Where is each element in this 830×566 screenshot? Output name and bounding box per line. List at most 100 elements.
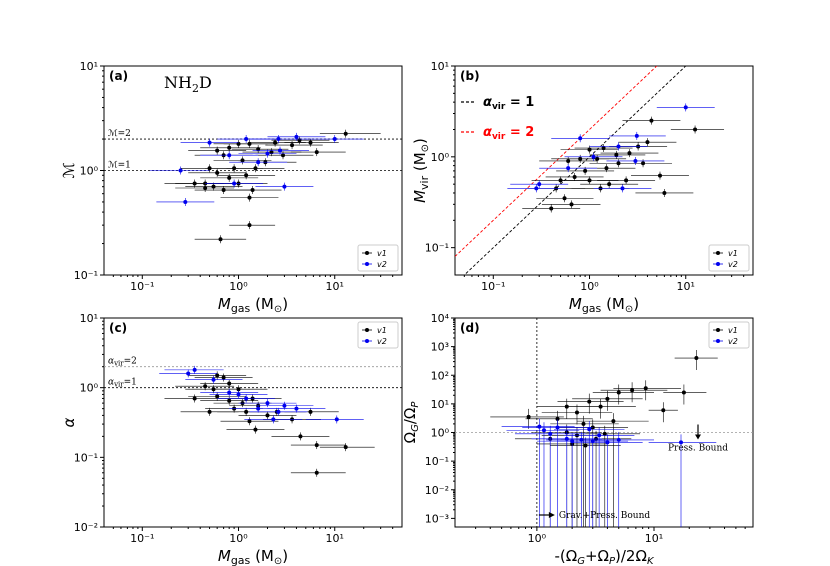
- data-point-v2: [282, 184, 287, 189]
- data-point-v1: [555, 416, 560, 421]
- data-point-v2: [232, 181, 237, 186]
- data-point-v1: [314, 470, 319, 475]
- y-tick-label: 10⁻¹: [74, 269, 98, 282]
- data-point-v1: [694, 356, 699, 361]
- data-point-v1: [269, 150, 274, 155]
- data-point-v1: [215, 148, 220, 153]
- data-point-v1: [607, 182, 612, 187]
- x-tick-label: 10⁰: [229, 532, 248, 545]
- y-axis-label-d: ΩG/ΩP: [401, 401, 421, 444]
- y-tick-label: 10²: [431, 369, 449, 382]
- data-point-v2: [244, 396, 249, 401]
- data-point-v1: [253, 166, 258, 171]
- data-point-v1: [308, 409, 313, 414]
- alpha-ref-label: αvir=1: [108, 378, 137, 389]
- data-point-v2: [537, 182, 542, 187]
- y-tick-label: 10³: [431, 341, 449, 354]
- data-point-v1: [308, 140, 313, 145]
- data-point-v1: [207, 166, 212, 171]
- x-axis-label-b: Mgas (M⊙): [569, 295, 639, 315]
- data-point-v2: [537, 424, 542, 429]
- data-point-v2: [534, 186, 539, 191]
- panel-label-d: (d): [460, 321, 480, 335]
- y-tick-label: 10¹: [431, 398, 449, 411]
- data-point-v1: [227, 398, 232, 403]
- legend-marker-v2: [365, 339, 369, 343]
- data-point-v1: [215, 373, 220, 378]
- data-point-v1: [583, 168, 588, 173]
- data-point-v1: [314, 443, 319, 448]
- y-tick-label: 10⁻²: [74, 521, 98, 534]
- y-tick-label: 10⁻¹: [74, 451, 98, 464]
- data-point-v1: [587, 147, 592, 152]
- panel-label-c: (c): [109, 321, 127, 335]
- y-tick-label: 10¹: [80, 312, 98, 325]
- data-point-v2: [271, 417, 276, 422]
- data-point-v2: [178, 168, 183, 173]
- data-point-v2: [605, 440, 610, 445]
- data-point-v1: [256, 147, 261, 152]
- data-point-v2: [265, 151, 270, 156]
- data-point-v1: [211, 184, 216, 189]
- data-point-v2: [256, 160, 261, 165]
- data-point-v1: [265, 413, 270, 418]
- data-point-v2: [183, 199, 188, 204]
- legend-label-v2: v2: [728, 260, 738, 269]
- panel-c: 10⁻¹ 10⁰ 10¹ 10⁻² 10⁻¹ 10⁰ 10¹ (c) αvir=2 αvir=1 v…: [60, 312, 403, 566]
- legend-label-v2: v2: [377, 337, 387, 346]
- data-point-v1: [203, 384, 208, 389]
- data-point-v2: [683, 105, 688, 110]
- data-point-v1: [630, 388, 635, 393]
- legend-label-v1: v1: [377, 249, 387, 258]
- data-point-v1: [526, 414, 531, 419]
- mach-ref-label: ℳ=2: [108, 129, 131, 139]
- data-point-v1: [693, 127, 698, 132]
- x-tick-label: 10⁰: [580, 280, 599, 293]
- data-point-v2: [578, 136, 583, 141]
- data-point-v1: [314, 150, 319, 155]
- data-point-v2: [236, 392, 241, 397]
- y-tick-label: 10⁻²: [425, 484, 449, 497]
- data-point-v1: [240, 158, 245, 163]
- x-axis-label-d: -(ΩG+ΩP)/2ΩK: [554, 547, 654, 566]
- data-point-v2: [633, 158, 638, 163]
- data-point-v1: [572, 174, 577, 179]
- grav-bound-label: Grav.+Press. Bound: [559, 511, 651, 521]
- data-point-v2: [294, 406, 299, 411]
- data-point-v2: [186, 371, 191, 376]
- x-axis-label-a: Mgas (M⊙): [218, 295, 288, 315]
- legend-marker-v1: [716, 328, 720, 332]
- panel-a: 10⁻¹ 10⁰ 10¹ 10⁻¹ 10⁰ 10¹ (a) NH2D ℳ=2 ℳ=1 v1 v2 Mga…: [60, 60, 403, 315]
- data-point-v2: [207, 140, 212, 145]
- data-point-v1: [616, 390, 621, 395]
- y-tick-label: 10¹: [431, 60, 449, 73]
- y-tick-label: 10⁰: [431, 151, 450, 164]
- data-point-v1: [343, 131, 348, 136]
- y-tick-label: 10⁰: [80, 382, 99, 395]
- data-point-v1: [221, 188, 226, 193]
- data-point-v2: [192, 367, 197, 372]
- x-tick-label: 10⁰: [229, 280, 248, 293]
- y-tick-label: 10⁴: [431, 312, 450, 325]
- data-point-v1: [192, 181, 197, 186]
- data-point-v2: [620, 186, 625, 191]
- data-point-v2: [227, 153, 232, 158]
- y-tick-label: 10⁻¹: [425, 455, 449, 468]
- data-point-v1: [281, 153, 286, 158]
- data-point-v2: [227, 390, 232, 395]
- alpha-vir-line-2: [455, 66, 658, 257]
- data-point-v1: [657, 173, 662, 178]
- legend-marker-v2: [716, 262, 720, 266]
- legend-marker-v1: [716, 251, 720, 255]
- data-point-v1: [611, 419, 616, 424]
- data-point-v1: [624, 178, 629, 183]
- x-tick-label: 10⁻¹: [130, 280, 154, 293]
- data-point-v1: [562, 196, 567, 201]
- data-point-v1: [602, 431, 607, 436]
- data-point-v1: [578, 156, 583, 161]
- press-bound-arrowhead: [695, 434, 701, 440]
- data-point-v1: [227, 381, 232, 386]
- data-point-v2: [211, 377, 216, 382]
- legend-label-v2: v2: [728, 337, 738, 346]
